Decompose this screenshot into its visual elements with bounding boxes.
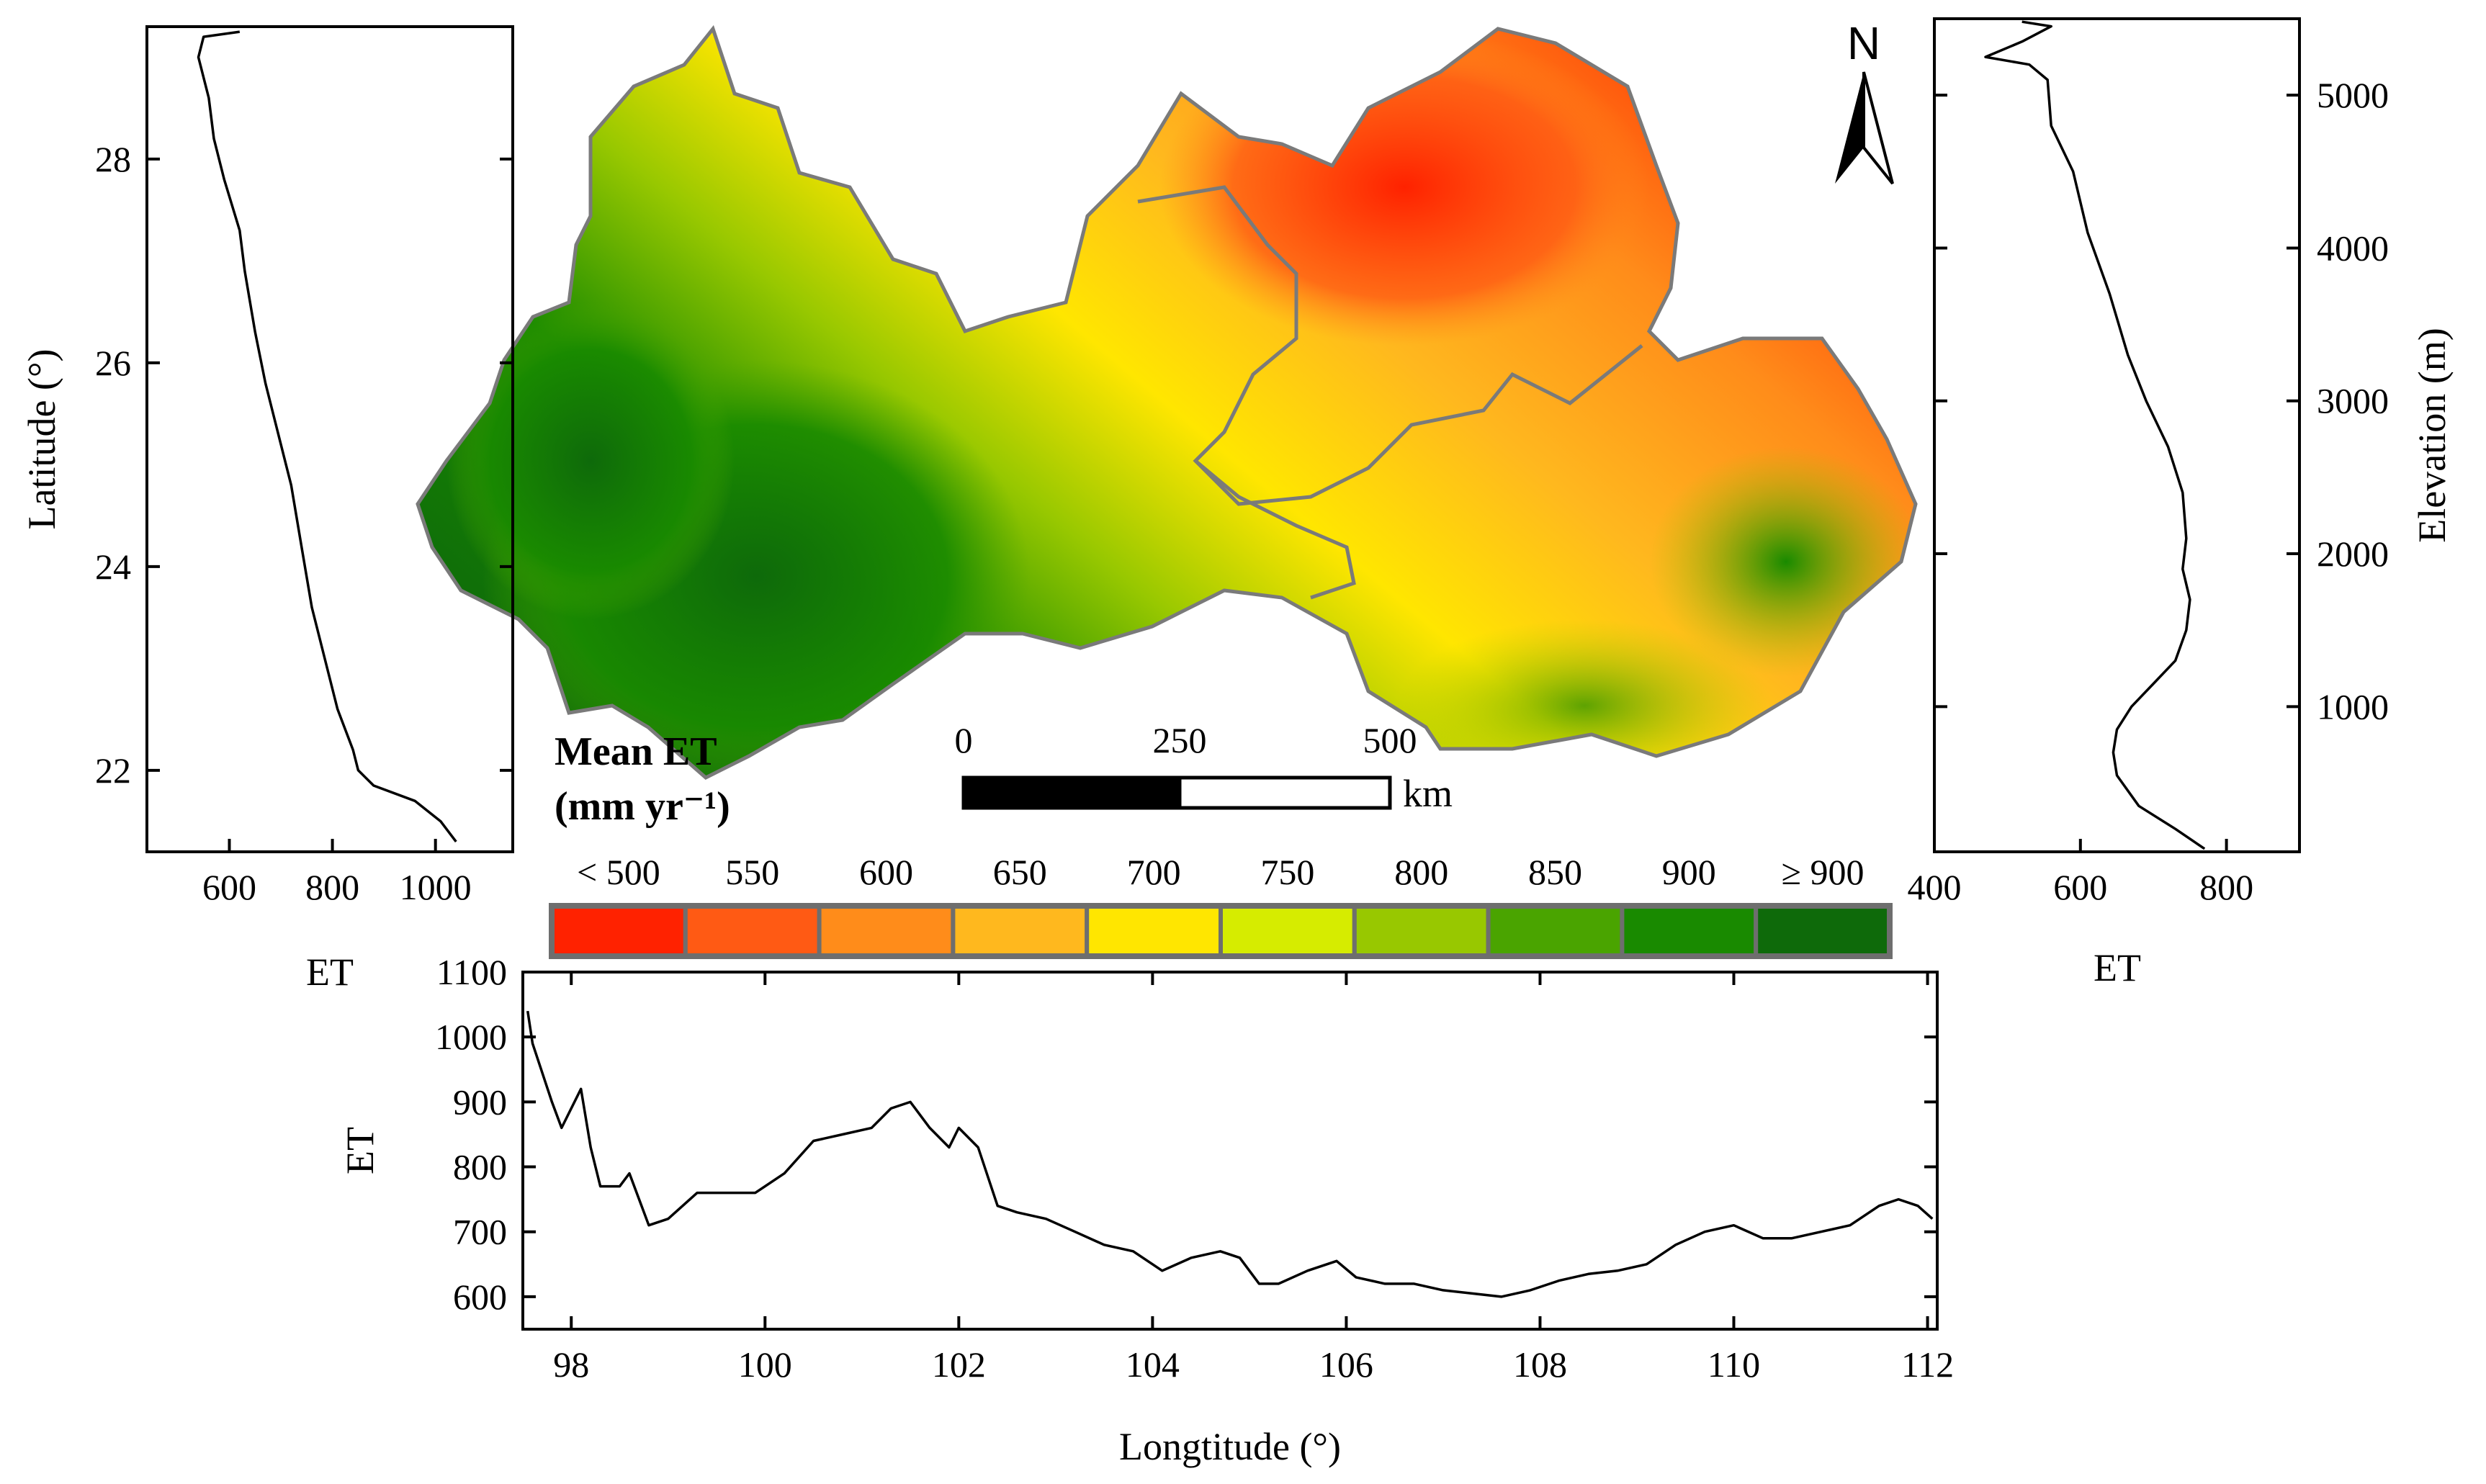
x-tick-label: 98 xyxy=(553,1344,589,1385)
et-map xyxy=(403,22,1930,792)
y-tick-label: 24 xyxy=(95,547,131,587)
legend-class-label: 650 xyxy=(993,852,1047,892)
legend-swatch xyxy=(1352,904,1491,958)
scale-label: 0 xyxy=(955,720,973,760)
legend-class-label: 900 xyxy=(1662,852,1716,892)
longitude-profile-chart: 98 100 102 104 106 108 110 112 600 700 800 900 1000 1… xyxy=(338,952,1954,1468)
y-axis-label: Latitude (°) xyxy=(20,349,63,530)
north-label: N xyxy=(1847,17,1880,69)
x-tick-label: 112 xyxy=(1901,1344,1954,1385)
x-tick-label: 1000 xyxy=(400,867,472,907)
y-tick-label: 5000 xyxy=(2317,75,2389,115)
series-line xyxy=(197,30,457,842)
legend-class-label: < 500 xyxy=(577,852,660,892)
y-tick-label: 700 xyxy=(453,1212,507,1252)
x-tick-label: 800 xyxy=(2199,867,2253,907)
x-axis-label: Longtitude (°) xyxy=(1119,1425,1341,1468)
legend-swatch xyxy=(817,904,956,958)
et-corner-label: ET xyxy=(306,950,354,994)
legend-colorbar: < 500 550 600 650 700 750 800 850 900 ≥ 900 xyxy=(549,852,1893,959)
legend-class-label: 750 xyxy=(1260,852,1314,892)
y-tick-label: 900 xyxy=(453,1081,507,1122)
plot-frame xyxy=(1933,17,2301,853)
legend-class-label: ≥ 900 xyxy=(1782,852,1864,892)
legend-class-label: 700 xyxy=(1127,852,1181,892)
scale-bar: 0 250 500 km xyxy=(955,720,1453,815)
plot-frame xyxy=(145,25,514,853)
legend-swatch xyxy=(1486,904,1625,958)
series-line xyxy=(526,1010,1934,1298)
y-tick-label: 600 xyxy=(453,1277,507,1317)
legend-class-label: 550 xyxy=(725,852,779,892)
legend-swatch xyxy=(1219,904,1357,958)
x-axis-label: ET xyxy=(2094,946,2141,989)
scale-label: 250 xyxy=(1153,720,1207,760)
x-tick-label: 106 xyxy=(1319,1344,1373,1385)
y-axis-label: ET xyxy=(338,1127,382,1174)
x-tick-label: 104 xyxy=(1126,1344,1180,1385)
plot-frame xyxy=(521,971,1939,1331)
y-axis-label: Elevation (m) xyxy=(2410,328,2454,542)
x-tick-label: 102 xyxy=(932,1344,986,1385)
legend-swatch xyxy=(549,904,688,958)
legend-swatch xyxy=(683,904,822,958)
y-tick-label: 1000 xyxy=(2317,686,2389,727)
y-tick-label: 22 xyxy=(95,750,131,791)
series-line xyxy=(1984,20,2206,850)
legend-swatch xyxy=(1754,904,1892,958)
y-tick-label: 1000 xyxy=(435,1017,507,1057)
x-tick-label: 100 xyxy=(738,1344,792,1385)
scale-label: 500 xyxy=(1363,720,1417,760)
y-tick-label: 28 xyxy=(95,139,131,179)
north-arrow: N xyxy=(1835,17,1894,185)
x-tick-label: 110 xyxy=(1708,1344,1760,1385)
legend-class-label: 600 xyxy=(859,852,913,892)
province-boundary xyxy=(1194,459,1356,600)
y-tick-label: 2000 xyxy=(2317,534,2389,574)
x-tick-label: 600 xyxy=(2053,867,2107,907)
legend-swatch xyxy=(1085,904,1223,958)
y-tick-label: 800 xyxy=(453,1147,507,1187)
latitude-profile-chart: 600 800 1000 22 24 26 28 Latitude (°) xyxy=(20,25,514,907)
elevation-profile-chart: 400 600 800 1000 2000 3000 4000 5000 ET Elevation… xyxy=(1908,17,2454,989)
legend-unit: (mm yr⁻¹) xyxy=(555,784,730,829)
x-tick-label: 108 xyxy=(1513,1344,1567,1385)
y-tick-label: 3000 xyxy=(2317,381,2389,421)
x-tick-label: 600 xyxy=(202,867,256,907)
legend-title: Mean ET xyxy=(555,729,717,774)
province-boundary xyxy=(1137,185,1643,506)
legend-class-label: 800 xyxy=(1394,852,1448,892)
x-tick-label: 400 xyxy=(1908,867,1962,907)
legend-class-label: 850 xyxy=(1528,852,1582,892)
scale-unit: km xyxy=(1403,772,1453,815)
y-tick-label: 4000 xyxy=(2317,228,2389,268)
y-tick-label: 1100 xyxy=(436,952,507,992)
y-tick-label: 26 xyxy=(95,343,131,383)
legend-swatch xyxy=(1620,904,1759,958)
x-tick-label: 800 xyxy=(305,867,359,907)
legend-swatch xyxy=(951,904,1090,958)
